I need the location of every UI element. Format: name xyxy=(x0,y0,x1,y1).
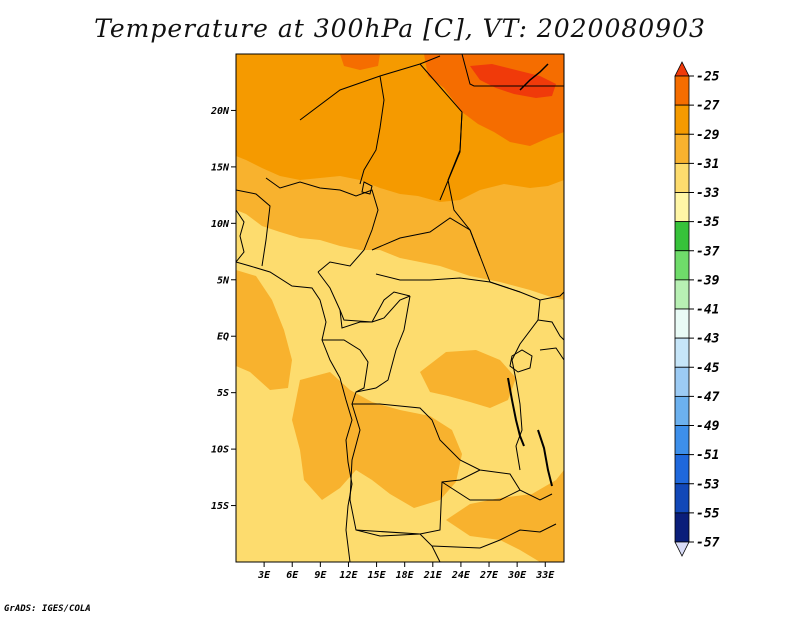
colorbar-label: -33 xyxy=(696,186,720,201)
border-east-b xyxy=(539,347,564,361)
colorbar-segment xyxy=(674,279,690,310)
lon-tick-label: 18E xyxy=(396,570,415,581)
lat-tick-label: 20N xyxy=(210,106,230,117)
border-algeria xyxy=(359,75,385,185)
lon-tick-label: 9E xyxy=(314,570,327,581)
colorbar-segment xyxy=(674,75,690,106)
colorbar-segment xyxy=(674,104,690,135)
band-25 xyxy=(470,64,556,98)
lat-tick-label: EQ xyxy=(217,332,229,343)
border-niger-chad xyxy=(419,63,463,201)
colorbar-label: -57 xyxy=(696,536,720,551)
lon-tick-label: 15E xyxy=(368,570,387,581)
colorbar-label: -43 xyxy=(696,332,720,347)
band-31-west xyxy=(236,270,292,390)
colorbar-label: -27 xyxy=(696,99,720,114)
colorbar-label: -39 xyxy=(696,273,720,288)
colorbar-top-arrow xyxy=(674,61,690,77)
border-car xyxy=(371,217,481,257)
colorbar-label: -45 xyxy=(696,361,720,376)
colorbar-segment xyxy=(674,250,690,281)
colorbar-label: -55 xyxy=(696,506,720,521)
lat-tick-label: 15S xyxy=(211,501,229,512)
colorbar-label: -35 xyxy=(696,215,720,230)
map-title: Temperature at 300hPa [C], VT: 202008090… xyxy=(94,14,706,43)
border-drc-east xyxy=(511,299,541,471)
grads-credit: GrADS: IGES/COLA xyxy=(4,604,91,614)
lon-tick-label: 21E xyxy=(423,570,443,581)
lon-tick-label: 27E xyxy=(479,570,499,581)
lat-tick-label: 5N xyxy=(217,275,230,286)
band-31-south-a xyxy=(292,372,462,508)
colorbar-label: -31 xyxy=(696,157,719,172)
border-libya-egypt xyxy=(461,54,564,87)
border-zambia xyxy=(441,481,553,501)
colorbar-segment xyxy=(674,395,690,426)
lat-tick-label: 10S xyxy=(211,445,229,456)
colorbar-label: -47 xyxy=(696,390,720,405)
colorbar-label: -51 xyxy=(696,448,719,463)
border-namibia xyxy=(355,529,441,562)
lon-tick-label: 30E xyxy=(507,570,527,581)
coastline-west xyxy=(236,209,353,562)
border-gabon xyxy=(322,339,369,393)
lon-tick-label: 6E xyxy=(286,570,299,581)
band-27-nw xyxy=(340,54,380,70)
colorbar-segment xyxy=(674,366,690,397)
country-borders xyxy=(236,54,564,562)
lon-tick-label: 12E xyxy=(339,570,358,581)
border-angola xyxy=(349,403,481,537)
colorbar-segment xyxy=(674,483,690,514)
colorbar-label: -53 xyxy=(696,477,720,492)
lake-chad xyxy=(361,181,373,195)
lon-tick-label: 24E xyxy=(451,570,471,581)
border-east-a xyxy=(537,319,564,341)
colorbar-label: -29 xyxy=(696,128,720,143)
map-frame xyxy=(235,53,565,563)
band-31-south-c xyxy=(446,470,564,562)
border-nigeria xyxy=(265,177,379,273)
border-car-south xyxy=(375,273,521,293)
border-mali-niger xyxy=(299,55,441,121)
colorbar-segment xyxy=(674,192,690,223)
border-congo xyxy=(339,295,411,329)
border-drc xyxy=(351,295,521,491)
lon-tick-label: 3E xyxy=(257,570,271,581)
colorbar-segment xyxy=(674,308,690,339)
colorbar-segment xyxy=(674,425,690,456)
border-cameroon xyxy=(317,271,411,323)
colorbar-label: -37 xyxy=(696,244,720,259)
temperature-field xyxy=(236,54,564,562)
colorbar-label: -49 xyxy=(696,419,720,434)
colorbar-segment xyxy=(674,512,690,543)
colorbar-bottom-arrow xyxy=(674,541,690,557)
lon-tick-label: 33E xyxy=(535,570,555,581)
border-west-states xyxy=(236,189,271,267)
lat-tick-label: 10N xyxy=(211,219,230,230)
colorbar-segment xyxy=(674,454,690,485)
lake-tanganyika xyxy=(507,377,525,447)
colorbar-segment xyxy=(674,337,690,368)
ne-coast xyxy=(519,63,549,91)
map-axes: 20N 15N 10N 5N EQ 5S 10S 15S 3E 6E 9E 12E 15E 18E 21E 2… xyxy=(210,106,555,581)
lat-tick-label: 5S xyxy=(217,388,229,399)
lat-tick-label: 15N xyxy=(211,162,230,173)
colorbar-segment xyxy=(674,162,690,193)
colorbar-label: -41 xyxy=(696,303,719,318)
colorbar-segment xyxy=(674,133,690,164)
band-31-south-b xyxy=(420,350,516,408)
lake-victoria xyxy=(509,349,533,373)
border-south xyxy=(431,523,557,549)
colorbar: -25 -27 -29 -31 -33 -35 -37 -39 -41 -43 -45 -47 -49 -… xyxy=(674,61,720,557)
colorbar-segment xyxy=(674,221,690,252)
colorbar-label: -25 xyxy=(696,70,720,85)
lake-malawi xyxy=(537,429,553,487)
